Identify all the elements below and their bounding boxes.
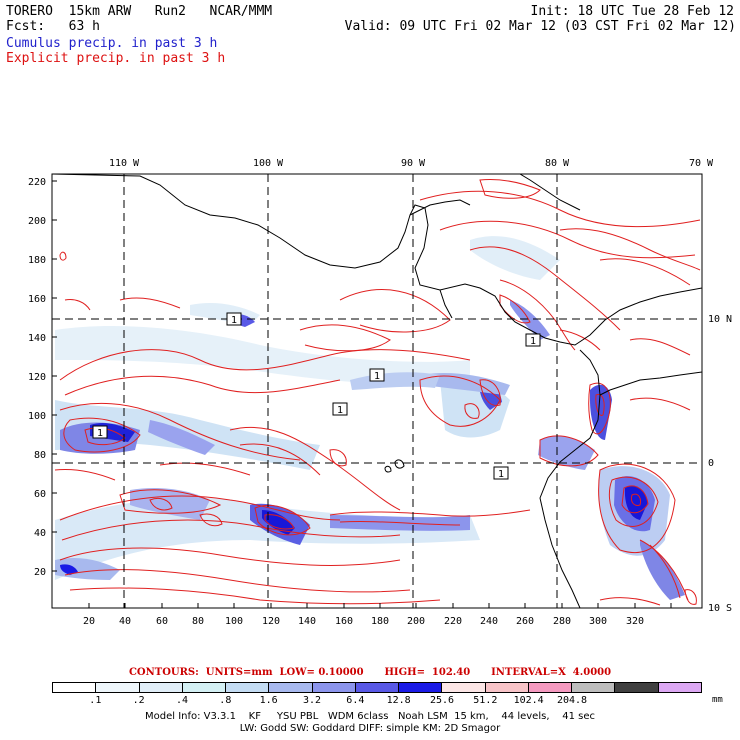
x-tick-label: 180: [371, 616, 389, 627]
legend-swatch: [312, 683, 356, 692]
legend-unit: mm: [712, 695, 723, 705]
y-tick-label: 200: [28, 216, 46, 227]
lat-label: 0: [708, 458, 714, 469]
valid-time: Valid: 09 UTC Fri 02 Mar 12 (03 CST Fri …: [344, 19, 736, 34]
legend-swatch: [572, 683, 616, 692]
y-tick-label: 80: [34, 450, 46, 461]
lon-label: 100 W: [253, 158, 284, 169]
y-tick-label: 60: [34, 489, 46, 500]
y-tick-label: 20: [34, 567, 46, 578]
contour-label: 1: [231, 315, 237, 326]
legend-label: .8: [219, 695, 232, 706]
contour-label: 1: [530, 336, 536, 347]
lon-labels: 110 W 100 W 90 W 80 W 70 W: [109, 158, 714, 169]
lat-label: 10 S: [708, 603, 732, 614]
x-tick-label: 280: [553, 616, 571, 627]
map-frame: [51, 173, 703, 609]
legend-swatch: [96, 683, 140, 692]
init-time: Init: 18 UTC Tue 28 Feb 12: [530, 4, 735, 19]
model-info: Model Info: V3.3.1 KF YSU PBL WDM 6class…: [145, 711, 595, 722]
contour-label: 1: [97, 428, 103, 439]
legend-label: 1.6: [259, 695, 278, 706]
y-tick-label: 220: [28, 177, 46, 188]
x-tick-label: 140: [298, 616, 316, 627]
legend-swatch: [442, 683, 486, 692]
legend-label: 204.8: [556, 695, 588, 706]
y-tick-label: 160: [28, 294, 46, 305]
x-tick-label: 320: [626, 616, 644, 627]
lon-label: 80 W: [545, 158, 570, 169]
legend-label: 102.4: [513, 695, 544, 706]
legend-swatch: [53, 683, 97, 692]
legend-label: 6.4: [346, 695, 365, 706]
x-axis: 20 40 60 80 100 120 140 160 180 200 220 …: [83, 603, 672, 627]
title-line: TORERO 15km ARW Run2 NCAR/MMM: [6, 4, 273, 19]
physics-info: LW: Godd SW: Goddard DIFF: simple KM: 2D…: [239, 723, 501, 734]
y-tick-label: 180: [28, 255, 46, 266]
contour-label: 1: [374, 371, 380, 382]
legend-swatch: [528, 683, 573, 692]
x-tick-label: 200: [407, 616, 425, 627]
legend-label: .2: [132, 695, 145, 706]
x-tick-label: 160: [335, 616, 353, 627]
y-tick-label: 140: [28, 333, 46, 344]
legend-swatch: [355, 683, 400, 692]
contour-labels: 1 1 1 1 1 1: [92, 312, 541, 480]
x-tick-label: 260: [516, 616, 534, 627]
x-tick-label: 100: [225, 616, 243, 627]
x-tick-label: 40: [119, 616, 131, 627]
latlon-grid: [52, 174, 702, 608]
y-tick-label: 120: [28, 372, 46, 383]
legend-label: .4: [175, 695, 189, 706]
coastline: [52, 174, 702, 608]
x-tick-label: 220: [444, 616, 462, 627]
legend-swatch: [226, 683, 270, 692]
lat-label: 10 N: [708, 314, 732, 325]
legend-label: 25.6: [429, 695, 455, 706]
legend-swatch: [658, 683, 701, 692]
x-tick-label: 80: [192, 616, 204, 627]
contour-label: 1: [337, 405, 343, 416]
legend-swatch: [269, 683, 313, 692]
explicit-field-label: Explicit precip. in past 3 h: [6, 51, 226, 66]
cumulus-field-label: Cumulus precip. in past 3 h: [6, 36, 218, 51]
explicit-precip-contours: [54, 179, 701, 606]
contour-label: 1: [498, 469, 504, 480]
y-tick-label: 40: [34, 528, 46, 539]
legend-label: 3.2: [302, 695, 322, 706]
lon-label: 70 W: [689, 158, 714, 169]
y-axis: 220 200 180 160 140 120 100 80 60 40 20: [28, 177, 57, 578]
x-tick-label: 20: [83, 616, 95, 627]
lat-labels: 10 N 0 10 S: [708, 314, 732, 614]
contour-caption: CONTOURS: UNITS=mm LOW= 0.10000 HIGH= 10…: [128, 667, 612, 678]
x-tick-label: 240: [480, 616, 498, 627]
x-tick-label: 60: [156, 616, 168, 627]
legend-label: 51.2: [473, 695, 498, 706]
legend-swatch: [615, 683, 659, 692]
legend-swatch: [485, 683, 529, 692]
legend-swatch: [399, 683, 443, 692]
legend-label: .1: [89, 695, 102, 706]
x-tick-label: 120: [262, 616, 280, 627]
forecast-hour: Fcst: 63 h: [6, 19, 100, 34]
y-tick-label: 100: [28, 411, 46, 422]
legend-swatch: [182, 683, 227, 692]
legend-label: 12.8: [386, 695, 411, 706]
color-legend: [52, 682, 702, 693]
lon-label: 90 W: [401, 158, 426, 169]
legend-swatch: [139, 683, 183, 692]
x-tick-label: 300: [589, 616, 607, 627]
lon-label: 110 W: [109, 158, 140, 169]
